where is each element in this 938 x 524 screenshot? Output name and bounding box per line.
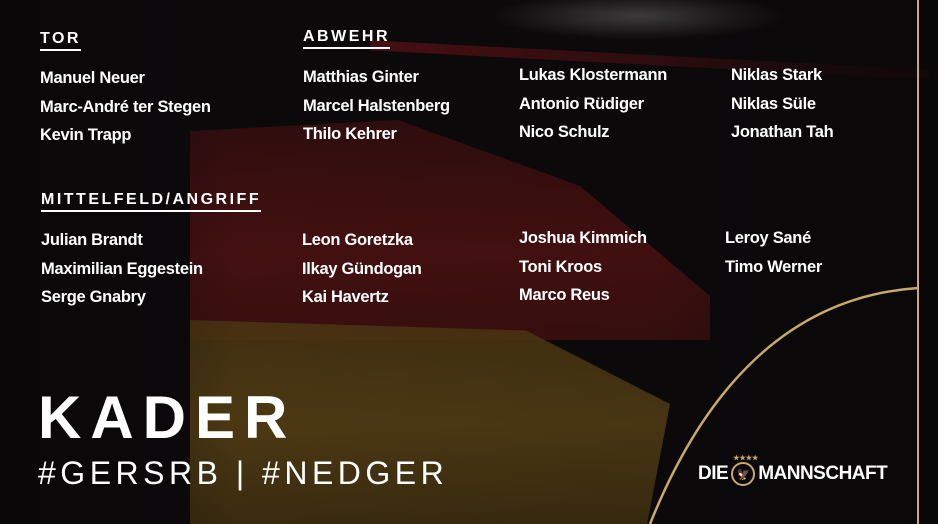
player-name: Marc-André ter Stegen: [40, 97, 211, 116]
player-name: Niklas Süle: [731, 94, 816, 113]
player-name: Thilo Kehrer: [303, 125, 397, 144]
mittelfeld-column-4: Leroy Sané Timo Werner: [725, 224, 822, 281]
kader-title: KADER: [38, 384, 297, 451]
stars-icon: ★★★★: [733, 455, 759, 462]
gold-arc: [648, 286, 919, 524]
heading-abwehr: ABWEHR: [303, 28, 390, 49]
player-name: Toni Kroos: [519, 257, 602, 276]
player-name: Leroy Sané: [725, 229, 811, 247]
player-name: Ilkay Gündogan: [302, 259, 422, 278]
player-name: Antonio Rüdiger: [519, 94, 644, 113]
player-name: Lukas Klostermann: [519, 66, 668, 84]
player-name: Timo Werner: [725, 257, 822, 276]
abwehr-column-2: Lukas Klostermann Antonio Rüdiger Nico S…: [519, 61, 667, 147]
player-name: Maximilian Eggestein: [41, 259, 203, 278]
player-name: Niklas Stark: [731, 66, 822, 84]
player-name: Manuel Neuer: [40, 69, 145, 87]
mittelfeld-column-3: Joshua Kimmich Toni Kroos Marco Reus: [519, 224, 647, 310]
mittelfeld-column-2: Leon Goretzka Ilkay Gündogan Kai Havertz: [302, 226, 422, 312]
player-name: Matthias Ginter: [303, 68, 419, 86]
die-mannschaft-logo: DIE ★★★★ 🦅 MANNSCHAFT: [698, 455, 888, 486]
player-name: Joshua Kimmich: [519, 229, 647, 247]
player-name: Kai Havertz: [302, 288, 389, 307]
dfb-eagle-crest-icon: ★★★★ 🦅: [731, 455, 758, 486]
abwehr-column-3: Niklas Stark Niklas Süle Jonathan Tah: [731, 61, 834, 147]
heading-mittelfeld-angriff: MITTELFELD/ANGRIFF: [41, 191, 262, 212]
player-name: Marco Reus: [519, 286, 610, 305]
logo-text-left: DIE: [698, 463, 729, 484]
mittelfeld-column-1: Julian Brandt Maximilian Eggestein Serge…: [41, 226, 203, 312]
player-name: Kevin Trapp: [40, 126, 132, 145]
player-name: Nico Schulz: [519, 123, 610, 142]
player-name: Marcel Halstenberg: [303, 96, 450, 115]
player-name: Leon Goretzka: [302, 231, 413, 249]
player-name: Serge Gnabry: [41, 288, 146, 307]
tor-column: Manuel Neuer Marc-André ter Stegen Kevin…: [40, 64, 211, 150]
player-name: Julian Brandt: [41, 231, 143, 249]
logo-text-right: MANNSCHAFT: [758, 463, 888, 484]
player-name: Jonathan Tah: [731, 123, 834, 142]
abwehr-column-1: Matthias Ginter Marcel Halstenberg Thilo…: [303, 63, 450, 149]
match-hashtags: #GERSRB | #NEDGER: [38, 455, 449, 491]
heading-tor: TOR: [40, 30, 81, 51]
